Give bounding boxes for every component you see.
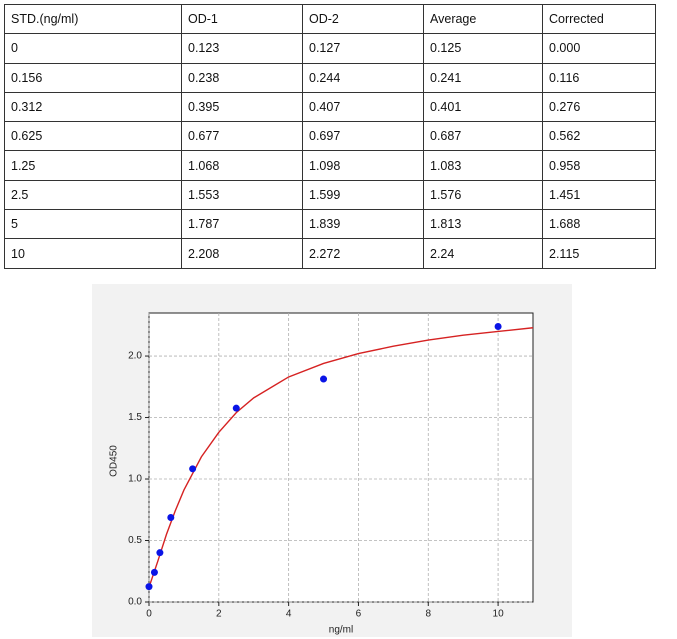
table-row: 0.156 0.238 0.244 0.241 0.116 bbox=[4, 62, 656, 93]
table-cell: 2.208 bbox=[181, 238, 303, 269]
data-point bbox=[145, 583, 153, 591]
x-tick-label: 10 bbox=[493, 609, 505, 620]
table-cell: OD-2 bbox=[302, 3, 424, 35]
data-point bbox=[232, 404, 240, 412]
table-cell: 5 bbox=[4, 209, 182, 240]
plot-area bbox=[148, 312, 534, 603]
table-cell: 1.839 bbox=[302, 209, 424, 240]
table-cell: STD.(ng/ml) bbox=[4, 3, 182, 35]
y-tick-label: 1.5 bbox=[128, 412, 142, 423]
table-cell: 0.116 bbox=[542, 62, 656, 93]
table-cell: 0.000 bbox=[542, 33, 656, 64]
table-row: 0 0.123 0.127 0.125 0.000 bbox=[4, 33, 656, 64]
table-cell: 0.625 bbox=[4, 121, 182, 152]
table-cell: 1.787 bbox=[181, 209, 303, 240]
table-cell: 1.576 bbox=[423, 179, 543, 211]
table-cell: 1.813 bbox=[423, 209, 543, 240]
table-cell: 0.958 bbox=[542, 150, 656, 181]
y-axis-label: OD450 bbox=[109, 445, 120, 477]
table-cell: 2.5 bbox=[4, 179, 182, 211]
x-axis-label: ng/ml bbox=[329, 625, 353, 636]
x-tick-label: 0 bbox=[146, 609, 152, 620]
table-cell: 1.098 bbox=[302, 150, 424, 181]
data-point bbox=[150, 568, 158, 576]
table-cell: 0.697 bbox=[302, 121, 424, 152]
table-cell: 10 bbox=[4, 238, 182, 269]
table-row: 2.5 1.553 1.599 1.576 1.451 bbox=[4, 179, 656, 211]
data-point bbox=[189, 465, 197, 473]
data-point bbox=[167, 514, 175, 522]
table-cell: 1.599 bbox=[302, 179, 424, 211]
table-cell: 1.451 bbox=[542, 179, 656, 211]
table-row: 0.312 0.395 0.407 0.401 0.276 bbox=[4, 91, 656, 123]
table-cell: 0.401 bbox=[423, 91, 543, 123]
table-cell: Average bbox=[423, 3, 543, 35]
data-point bbox=[320, 375, 328, 383]
table-cell: 1.083 bbox=[423, 150, 543, 181]
table-cell: OD-1 bbox=[181, 3, 303, 35]
table-row: 0.625 0.677 0.697 0.687 0.562 bbox=[4, 121, 656, 152]
table-cell: 0 bbox=[4, 33, 182, 64]
data-point bbox=[156, 549, 164, 557]
x-tick-label: 4 bbox=[286, 609, 292, 620]
table-row: 5 1.787 1.839 1.813 1.688 bbox=[4, 209, 656, 240]
table-row: 1.25 1.068 1.098 1.083 0.958 bbox=[4, 150, 656, 181]
chart: ng/ml OD450 0 2 4 6 8 10 0.0 0.5 1.0 1.5 2.0 bbox=[92, 284, 572, 637]
table-cell: 1.688 bbox=[542, 209, 656, 240]
table-cell: 0.127 bbox=[302, 33, 424, 64]
x-tick-label: 2 bbox=[216, 609, 222, 620]
table-cell: 2.272 bbox=[302, 238, 424, 269]
y-tick-label: 0.0 bbox=[128, 597, 142, 608]
data-point bbox=[494, 323, 502, 331]
table-cell: 0.244 bbox=[302, 62, 424, 93]
header-row: STD.(ng/ml) OD-1 OD-2 Average Corrected bbox=[4, 3, 656, 35]
y-tick-label: 0.5 bbox=[128, 535, 142, 546]
x-tick-label: 6 bbox=[356, 609, 362, 620]
table-cell: 1.068 bbox=[181, 150, 303, 181]
table-cell: 0.677 bbox=[181, 121, 303, 152]
y-tick-label: 1.0 bbox=[128, 474, 142, 485]
data-table: STD.(ng/ml) OD-1 OD-2 Average Corrected 0 0.12… bbox=[4, 3, 656, 269]
table-cell: 0.238 bbox=[181, 62, 303, 93]
table-cell: 0.241 bbox=[423, 62, 543, 93]
table-cell: 0.125 bbox=[423, 33, 543, 64]
table-cell: 0.276 bbox=[542, 91, 656, 123]
table-row: 10 2.208 2.272 2.24 2.115 bbox=[4, 238, 656, 269]
table-cell: 0.156 bbox=[4, 62, 182, 93]
table-cell: 0.123 bbox=[181, 33, 303, 64]
x-tick-label: 8 bbox=[425, 609, 431, 620]
table-cell: 1.25 bbox=[4, 150, 182, 181]
table-cell: 0.562 bbox=[542, 121, 656, 152]
table-cell: 2.24 bbox=[423, 238, 543, 269]
table-cell: 0.407 bbox=[302, 91, 424, 123]
y-tick-label: 2.0 bbox=[128, 351, 142, 362]
table-cell: Corrected bbox=[542, 3, 656, 35]
table-cell: 1.553 bbox=[181, 179, 303, 211]
table-cell: 2.115 bbox=[542, 238, 656, 269]
table-cell: 0.395 bbox=[181, 91, 303, 123]
table-cell: 0.312 bbox=[4, 91, 182, 123]
table-cell: 0.687 bbox=[423, 121, 543, 152]
